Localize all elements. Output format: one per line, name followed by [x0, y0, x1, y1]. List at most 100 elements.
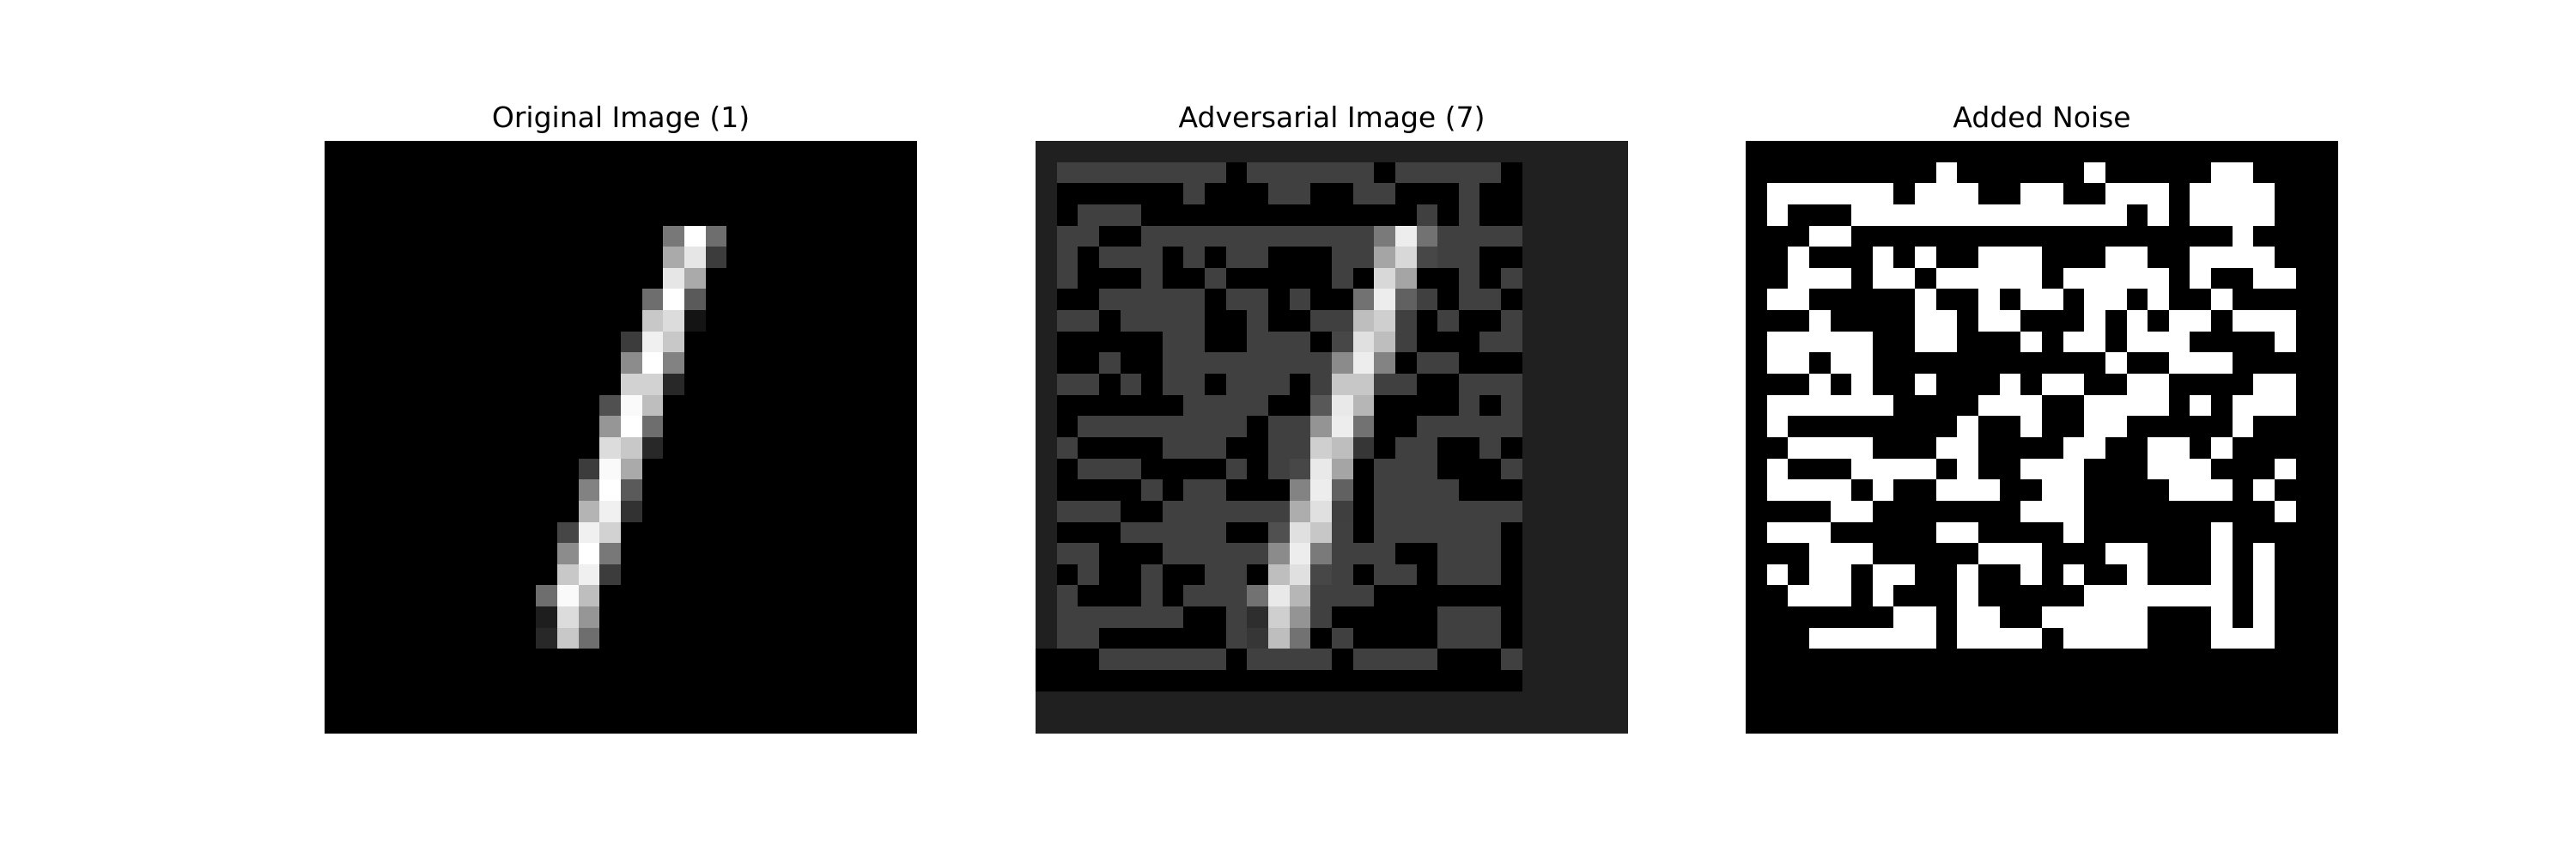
adversarial-pixel [1225, 394, 1248, 417]
adversarial-pixel [1394, 331, 1417, 353]
original-pixel [430, 267, 452, 289]
adversarial-pixel [1289, 267, 1311, 289]
noise-pixel [1978, 436, 2000, 459]
original-pixel [578, 416, 600, 437]
noise-pixel [1872, 606, 1894, 628]
noise-pixel [1915, 606, 1936, 628]
adversarial-pixel [1352, 691, 1375, 713]
original-pixel [832, 543, 854, 564]
original-pixel [345, 691, 368, 713]
original-pixel [325, 141, 346, 162]
original-pixel [896, 161, 917, 184]
noise-pixel [1957, 712, 1979, 734]
noise-pixel [1935, 627, 1958, 649]
noise-pixel [2317, 627, 2338, 649]
noise-pixel [2253, 543, 2275, 564]
adversarial-pixel [1352, 649, 1375, 671]
adversarial-pixel [1183, 394, 1206, 417]
noise-pixel [1746, 585, 1767, 607]
adversarial-pixel [1374, 416, 1395, 437]
original-pixel [769, 543, 791, 564]
adversarial-pixel [1120, 479, 1142, 501]
adversarial-pixel [1374, 225, 1395, 247]
noise-pixel [1788, 627, 1809, 649]
adversarial-pixel [1247, 436, 1269, 459]
noise-pixel [1915, 289, 1936, 311]
original-pixel [472, 225, 495, 247]
original-pixel [536, 183, 558, 204]
original-pixel [472, 310, 495, 332]
original-pixel [726, 416, 748, 437]
noise-pixel [1978, 225, 2000, 247]
noise-pixel [1851, 161, 1873, 184]
noise-pixel [1999, 394, 2021, 417]
original-pixel [747, 564, 769, 586]
noise-pixel [1808, 521, 1831, 544]
original-pixel [451, 352, 473, 375]
noise-pixel [2317, 394, 2338, 417]
adversarial-pixel [1289, 416, 1311, 437]
original-pixel [387, 458, 410, 480]
original-pixel [599, 479, 621, 501]
original-pixel [345, 670, 368, 691]
noise-pixel [1746, 183, 1767, 204]
noise-pixel [2253, 691, 2275, 713]
noise-pixel [1851, 204, 1873, 226]
adversarial-pixel [1479, 267, 1502, 289]
original-pixel [578, 521, 600, 544]
noise-pixel [2105, 436, 2127, 459]
original-pixel [325, 585, 346, 607]
adversarial-pixel [1098, 141, 1121, 162]
noise-pixel [1872, 374, 1894, 395]
noise-pixel [1999, 183, 2021, 204]
noise-pixel [1746, 521, 1767, 544]
adversarial-pixel [1458, 204, 1480, 226]
adversarial-pixel [1479, 183, 1502, 204]
original-pixel [557, 416, 579, 437]
original-pixel [832, 585, 854, 607]
adversarial-pixel [1183, 436, 1206, 459]
noise-pixel [2041, 458, 2063, 480]
adversarial-pixel [1141, 289, 1163, 311]
adversarial-pixel [1352, 247, 1375, 268]
original-pixel [599, 141, 621, 162]
original-pixel [896, 712, 917, 734]
noise-pixel [2211, 204, 2233, 226]
original-pixel [769, 416, 791, 437]
noise-pixel [2063, 394, 2085, 417]
original-pixel [599, 310, 621, 332]
original-pixel [430, 479, 452, 501]
adversarial-pixel [1247, 606, 1269, 628]
original-pixel [557, 670, 579, 691]
noise-pixel [1957, 331, 1979, 353]
original-pixel [345, 161, 368, 184]
noise-pixel [2084, 374, 2105, 395]
adversarial-pixel [1205, 183, 1226, 204]
original-pixel [472, 500, 495, 522]
noise-pixel [2148, 331, 2169, 353]
adversarial-pixel [1225, 141, 1248, 162]
original-pixel [578, 204, 600, 226]
noise-pixel [2126, 204, 2148, 226]
noise-pixel [2020, 161, 2042, 184]
noise-pixel [2063, 691, 2085, 713]
noise-pixel [2084, 521, 2105, 544]
noise-pixel [1999, 267, 2021, 289]
original-pixel [641, 374, 664, 395]
original-pixel [811, 670, 833, 691]
original-pixel [557, 161, 579, 184]
adversarial-pixel [1374, 267, 1395, 289]
original-pixel [641, 521, 664, 544]
noise-pixel [2084, 161, 2105, 184]
original-pixel [599, 627, 621, 649]
noise-pixel [1935, 649, 1958, 671]
noise-pixel [1915, 649, 1936, 671]
original-pixel [451, 416, 473, 437]
original-pixel [832, 521, 854, 544]
noise-pixel [2275, 712, 2296, 734]
original-pixel [747, 691, 769, 713]
adversarial-pixel [1036, 606, 1057, 628]
adversarial-pixel [1120, 161, 1142, 184]
noise-pixel [1851, 712, 1873, 734]
adversarial-pixel [1247, 331, 1269, 353]
